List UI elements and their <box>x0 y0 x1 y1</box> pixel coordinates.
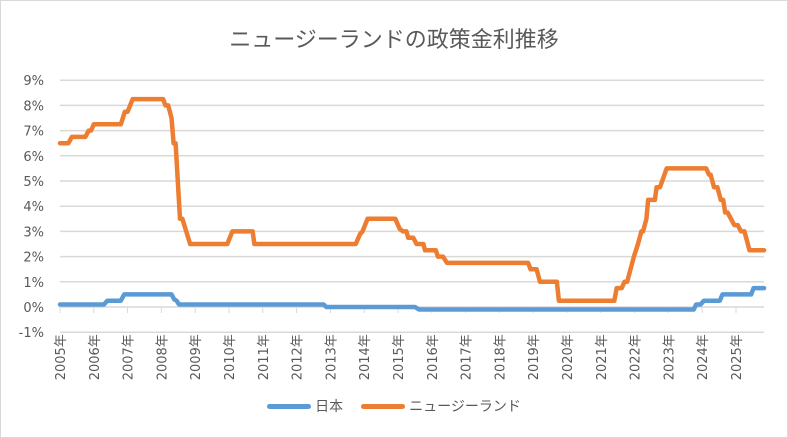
x-tick-label: 2009年 <box>189 334 204 380</box>
x-tick-label: 2017年 <box>460 334 475 380</box>
y-tick-label: 8% <box>23 99 44 114</box>
x-tick-label: 2024年 <box>696 334 711 380</box>
y-tick-label: 2% <box>23 251 44 266</box>
x-tick-label: 2022年 <box>629 334 644 380</box>
x-tick-label: 2016年 <box>426 334 441 380</box>
y-tick-label: 6% <box>23 150 44 165</box>
y-tick-label: 4% <box>23 200 44 215</box>
y-tick-label: -1% <box>19 326 44 341</box>
legend-item-japan: 日本 <box>267 396 343 416</box>
y-tick-label: 7% <box>23 125 44 140</box>
x-tick-label: 2006年 <box>88 334 103 380</box>
series-line-japan <box>57 285 767 312</box>
x-tick-label: 2007年 <box>122 334 137 380</box>
y-tick-label: 9% <box>23 74 44 89</box>
legend-label-japan: 日本 <box>315 399 344 415</box>
chart-title: ニュージーランドの政策金利推移 <box>229 28 559 53</box>
x-tick-label: 2015年 <box>392 334 407 380</box>
x-tick-label: 2011年 <box>257 334 272 380</box>
y-tick-label: 5% <box>23 175 44 190</box>
y-tick-label: 3% <box>23 225 44 240</box>
x-tick-label: 2013年 <box>324 334 339 380</box>
y-tick-label: 1% <box>23 276 44 291</box>
x-tick-label: 2019年 <box>527 334 542 380</box>
legend-label-nz: ニュージーランド <box>409 399 521 415</box>
legend-swatch-nz <box>361 403 406 409</box>
x-tick-label: 2014年 <box>358 334 373 380</box>
series-line-nz <box>57 96 767 303</box>
x-tick-label: 2023年 <box>662 334 677 380</box>
y-tick-label: 0% <box>23 301 44 316</box>
x-tick-label: 2010年 <box>223 334 238 380</box>
x-tick-label: 2018年 <box>493 334 508 380</box>
x-tick-label: 2008年 <box>155 334 170 380</box>
x-tick-label: 2012年 <box>291 334 306 380</box>
legend-swatch-japan <box>267 403 312 409</box>
legend: 日本 ニュージーランド <box>0 396 788 416</box>
legend-item-nz: ニュージーランド <box>361 396 521 416</box>
x-tick-label: 2025年 <box>730 334 745 380</box>
x-tick-label: 2021年 <box>595 334 610 380</box>
x-tick-label: 2005年 <box>54 334 69 380</box>
x-tick-label: 2020年 <box>561 334 576 380</box>
